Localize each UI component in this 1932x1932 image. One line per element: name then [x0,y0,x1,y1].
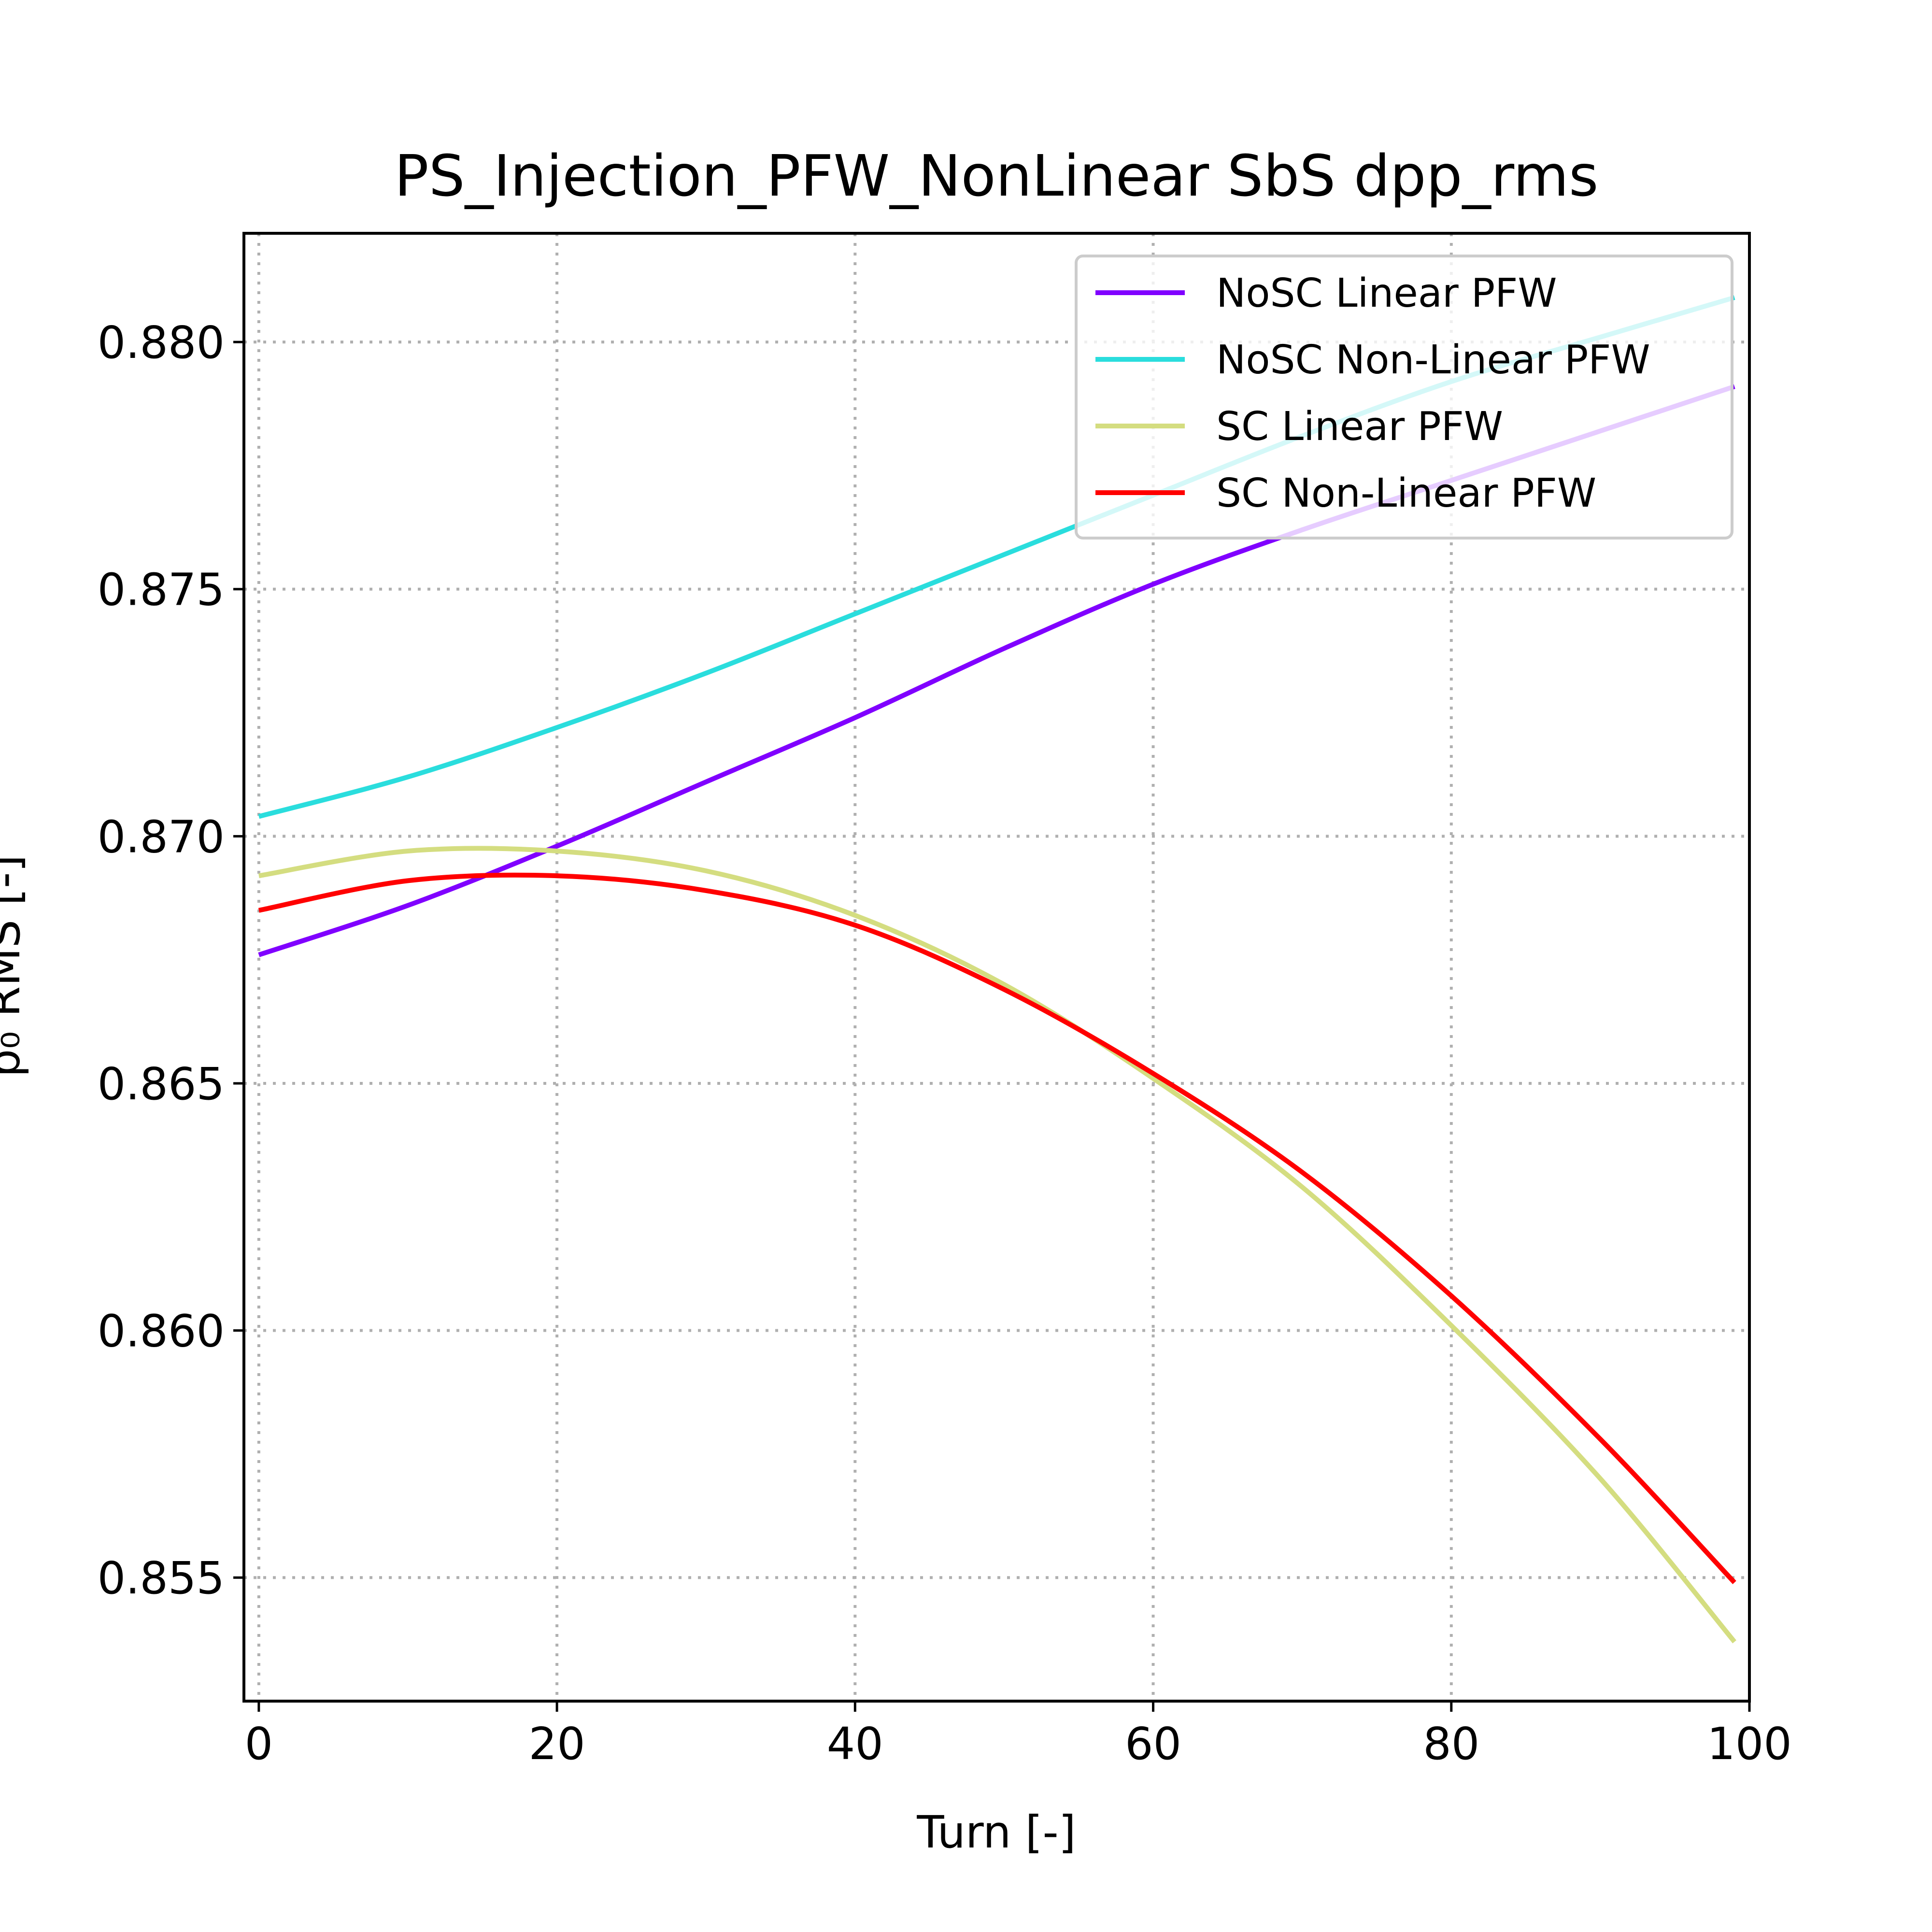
y-tick-label: 0.880 [98,317,225,369]
axis-ticks: 0 20 40 60 80 100 0.855 0.860 0.865 0.870 0.875 0.8… [98,317,1792,1770]
legend: NoSC Linear PFW NoSC Non-Linear PFW SC Lin… [1075,255,1733,540]
x-tick-label: 60 [1125,1718,1181,1770]
y-tick-label: 0.860 [98,1306,225,1357]
x-tick-label: 100 [1707,1718,1792,1770]
y-axis-label: p₀ RMS [-] [0,855,30,1077]
y-tick-label: 0.875 [98,564,225,616]
series-line-2 [258,846,1736,1644]
legend-box [1075,255,1733,540]
x-tick-label: 80 [1423,1718,1479,1770]
y-tick-label: 0.870 [98,811,225,863]
y-tick-label: 0.865 [98,1058,225,1110]
x-tick-label: 20 [529,1718,585,1770]
series-line-3 [258,872,1736,1584]
x-tick-label: 40 [827,1718,883,1770]
legend-label: NoSC Linear PFW [1216,270,1557,316]
legend-label: SC Linear PFW [1216,404,1503,450]
y-tick-label: 0.855 [98,1552,225,1604]
legend-label: NoSC Non-Linear PFW [1216,337,1650,383]
chart-title: PS_Injection_PFW_NonLinear SbS dpp_rms [395,142,1599,209]
x-tick-label: 0 [245,1718,273,1770]
x-axis-label: Turn [-] [916,1806,1076,1858]
legend-label: SC Non-Linear PFW [1216,470,1596,516]
plot-frame [242,232,1751,1703]
